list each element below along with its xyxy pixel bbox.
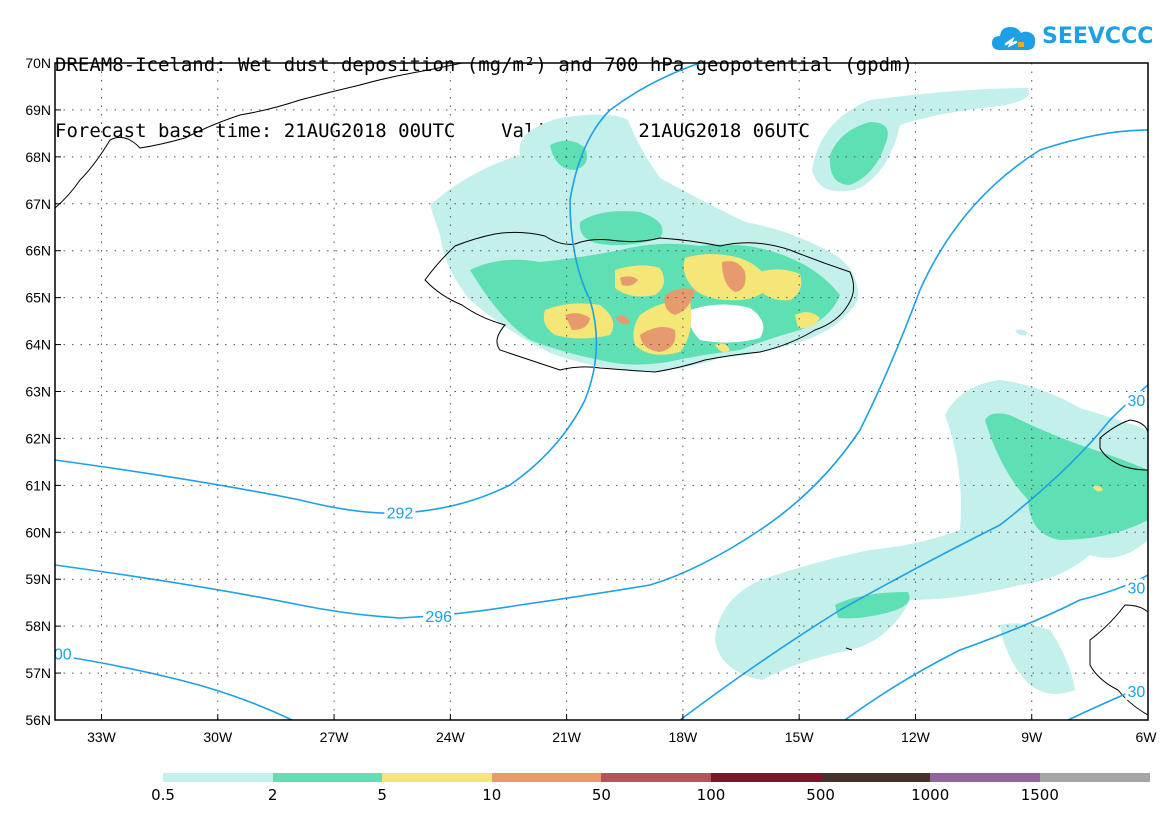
legend-swatch xyxy=(491,773,602,782)
contour-label-bg xyxy=(423,606,455,625)
title-line-2: Forecast base time: 21AUG2018 00UTC Vali… xyxy=(55,120,810,142)
contour-label-bg xyxy=(384,503,416,522)
forecast-map: 292 296 00 30 30 30 70N 69N 68N 67N 66N 65N 64N 63N 6… xyxy=(25,55,1157,745)
map-title: DREAM8-Iceland: Wet dust deposition (mg/… xyxy=(55,10,913,164)
contour-label: 292 xyxy=(387,506,414,523)
deposition-area-orange xyxy=(565,261,746,352)
lon-label: 27W xyxy=(320,729,350,745)
legend-label: 500 xyxy=(806,786,835,804)
legend-swatch xyxy=(1039,773,1150,782)
lat-label: 56N xyxy=(25,712,51,728)
legend-swatch xyxy=(711,773,822,782)
seevccc-logo: SEEVCCC xyxy=(990,18,1153,58)
legend-swatch xyxy=(272,773,383,782)
legend-label: 1000 xyxy=(911,786,950,804)
contour-label-bg xyxy=(1125,681,1148,700)
contour-label-bg xyxy=(1125,390,1148,409)
title-line-1: DREAM8-Iceland: Wet dust deposition (mg/… xyxy=(55,54,913,76)
coastlines xyxy=(55,63,1148,716)
lon-label: 6W xyxy=(1136,729,1158,745)
lon-label: 18W xyxy=(668,729,698,745)
lat-label: 61N xyxy=(25,477,51,493)
logo-text: SEEVCCC xyxy=(1042,24,1154,49)
lat-label: 70N xyxy=(25,55,51,71)
lon-label: 12W xyxy=(901,729,931,745)
lat-label: 58N xyxy=(25,618,51,634)
legend-label: 1500 xyxy=(1020,786,1059,804)
lon-label: 33W xyxy=(87,729,117,745)
lat-label: 64N xyxy=(25,337,51,353)
axis-ticks xyxy=(55,62,1149,721)
lat-label: 65N xyxy=(25,290,51,306)
legend-swatch xyxy=(382,773,493,782)
contour-label-bg xyxy=(1125,578,1148,597)
legend-swatch xyxy=(601,773,712,782)
legend-swatch xyxy=(163,773,274,782)
lon-label: 30W xyxy=(203,729,233,745)
lat-label: 60N xyxy=(25,524,51,540)
contour-label: 30 xyxy=(1127,684,1145,701)
lat-label: 62N xyxy=(25,430,51,446)
contour-label-bg xyxy=(55,644,74,663)
legend-label: 10 xyxy=(482,786,502,804)
lat-label: 63N xyxy=(25,384,51,400)
legend-label: 50 xyxy=(591,786,611,804)
lat-label: 67N xyxy=(25,196,51,212)
legend-swatch xyxy=(930,773,1041,782)
cloud-icon xyxy=(992,27,1036,50)
legend-swatch xyxy=(820,773,931,782)
contour-label-layer: 292 296 00 30 30 30 xyxy=(54,390,1148,701)
legend-label: 100 xyxy=(696,786,726,804)
lon-label: 21W xyxy=(552,729,582,745)
lon-label: 15W xyxy=(785,729,815,745)
contour-label: 00 xyxy=(54,646,72,663)
axis-labels: 70N 69N 68N 67N 66N 65N 64N 63N 62N 61N 60N 59N 58N 5… xyxy=(25,55,1157,745)
deposition-gap xyxy=(688,304,764,343)
contour-label: 30 xyxy=(1127,581,1145,598)
lat-label: 68N xyxy=(25,149,51,165)
legend-label: 0.5 xyxy=(151,786,175,804)
legend-label: 5 xyxy=(377,786,387,804)
lat-label: 57N xyxy=(25,665,51,681)
contour-label: 30 xyxy=(1127,393,1145,410)
graticule xyxy=(55,63,1148,720)
lat-label: 69N xyxy=(25,102,51,118)
legend-label: 2 xyxy=(267,786,278,804)
lon-label: 24W xyxy=(436,729,466,745)
lon-label: 9W xyxy=(1021,729,1043,745)
contour-label: 296 xyxy=(425,609,452,626)
lat-label: 66N xyxy=(25,243,51,259)
lat-label: 59N xyxy=(25,571,51,587)
